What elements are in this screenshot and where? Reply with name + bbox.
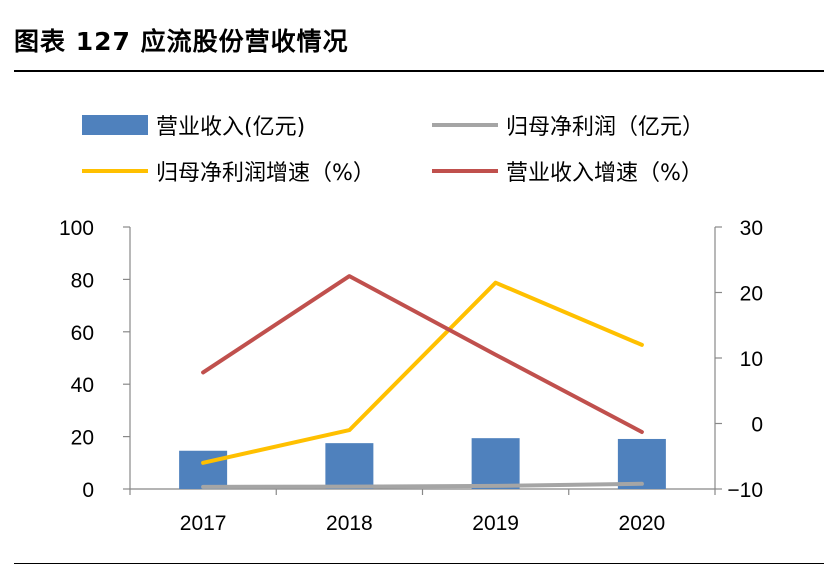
x-tick-label: 2018 (326, 512, 373, 535)
chart-legend: 营业收入(亿元) 归母净利润（亿元） 归母净利润增速（%） 营业收入增速（%） (82, 115, 704, 186)
right-tick-label: 30 (740, 217, 763, 240)
line-series (201, 274, 644, 489)
revenue-bar (325, 443, 374, 489)
right-tick-label: 20 (740, 283, 763, 306)
right-tick-label: −10 (727, 479, 763, 502)
legend-swatch-bar (82, 115, 148, 135)
series-line-2 (201, 280, 644, 465)
x-tick-label: 2020 (619, 512, 666, 535)
left-tick-label: 100 (59, 217, 94, 240)
legend-label: 营业收入(亿元) (156, 115, 305, 140)
bar-series (179, 438, 666, 489)
left-tick-label: 80 (71, 269, 94, 292)
left-tick-label: 40 (71, 374, 94, 397)
left-tick-label: 60 (71, 322, 94, 345)
revenue-bar (179, 450, 228, 489)
series-line-1 (201, 481, 644, 489)
x-tick-label: 2019 (472, 512, 519, 535)
page-title: 图表 127 应流股份营收情况 (14, 27, 349, 56)
legend-label: 营业收入增速（%） (506, 161, 703, 186)
right-tick-label: 10 (740, 348, 763, 371)
revenue-bar (617, 438, 666, 489)
bottom-divider (14, 563, 824, 564)
series-line-3 (201, 274, 644, 434)
right-tick-label: 0 (751, 414, 763, 437)
revenue-bar (471, 438, 520, 489)
left-tick-label: 0 (82, 479, 94, 502)
x-tick-label: 2017 (180, 512, 227, 535)
legend-label: 归母净利润（亿元） (506, 115, 704, 140)
title-divider (14, 70, 824, 72)
chart-axes (123, 226, 722, 495)
legend-label: 归母净利润增速（%） (156, 161, 375, 186)
left-tick-label: 20 (71, 427, 94, 450)
